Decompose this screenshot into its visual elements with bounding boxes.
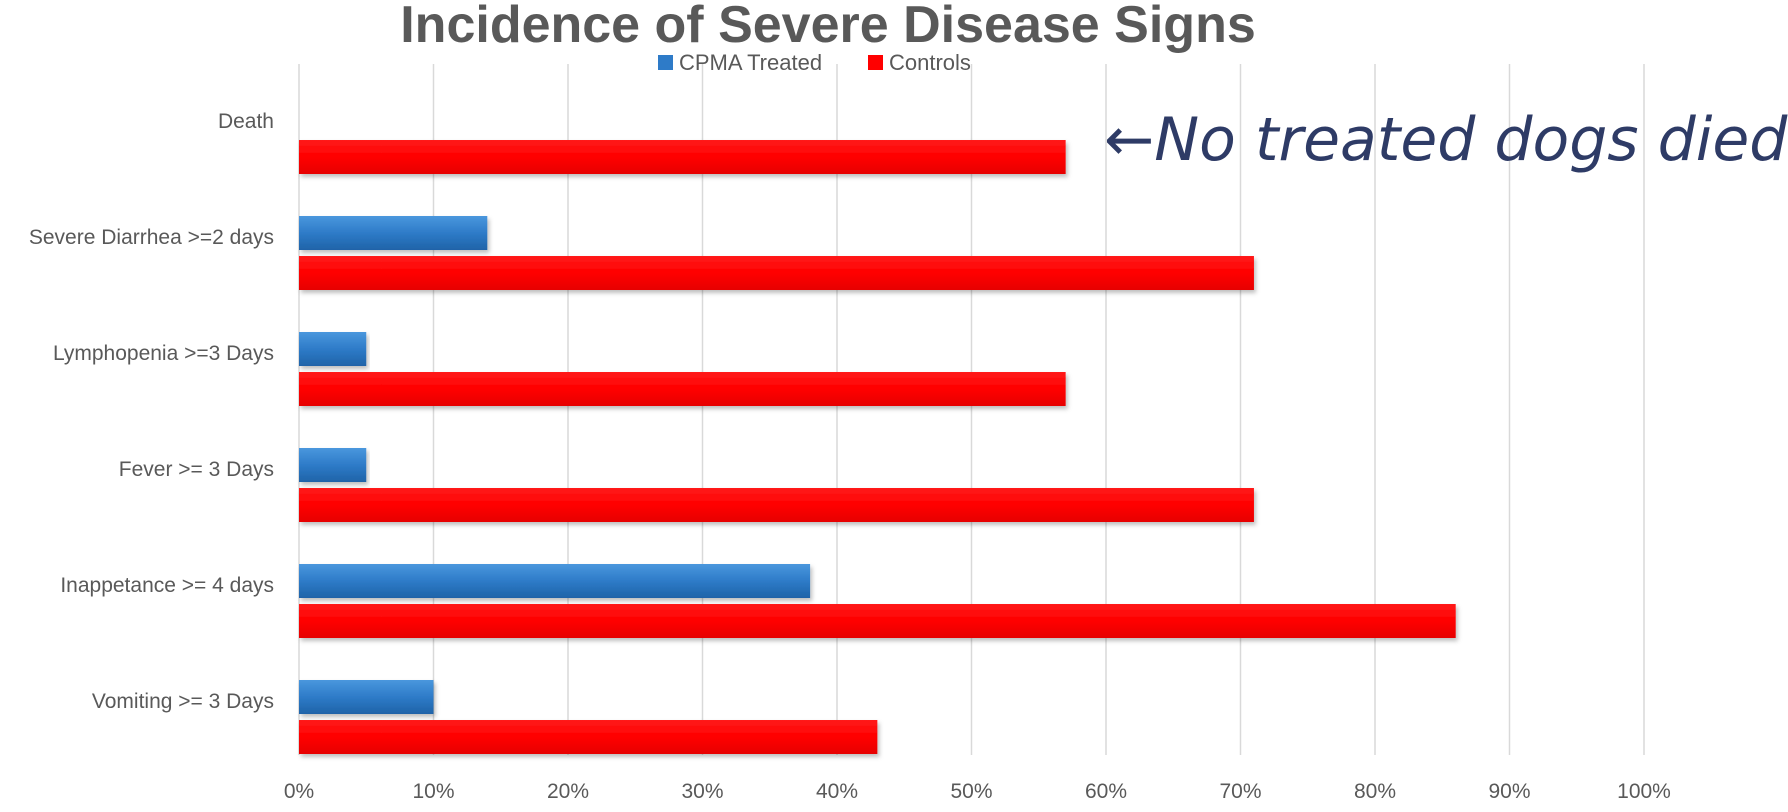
bar-controls-lymphopenia-3-days — [299, 372, 1066, 406]
x-tick-label-90: 90% — [1488, 780, 1530, 803]
category-label-lymphopenia-3-days: Lymphopenia >=3 Days — [53, 342, 274, 365]
x-tick-label-0: 0% — [284, 780, 314, 803]
x-tick-label-70: 70% — [1219, 780, 1261, 803]
x-tick-label-10: 10% — [412, 780, 454, 803]
x-tick-label-100: 100% — [1617, 780, 1671, 803]
legend: CPMA Treated Controls — [658, 50, 971, 75]
bar-controls-inappetance-4-days — [299, 604, 1456, 638]
bar-controls-severe-diarrhea-2-days — [299, 256, 1254, 290]
bars — [299, 140, 1456, 754]
category-label-fever-3-days: Fever >= 3 Days — [119, 458, 274, 481]
category-label-severe-diarrhea-2-days: Severe Diarrhea >=2 days — [29, 226, 274, 249]
legend-swatch-cpma-treated — [658, 55, 673, 70]
bar-cpma-treated-fever-3-days — [299, 448, 367, 482]
bar-cpma-treated-inappetance-4-days — [299, 564, 811, 598]
bar-cpma-treated-lymphopenia-3-days — [299, 332, 367, 366]
category-label-death: Death — [218, 110, 274, 133]
chart-title: Incidence of Severe Disease Signs — [400, 0, 1256, 54]
bar-controls-death — [299, 140, 1066, 174]
bar-controls-fever-3-days — [299, 488, 1254, 522]
legend-label-controls: Controls — [889, 50, 971, 75]
category-label-vomiting-3-days: Vomiting >= 3 Days — [92, 690, 274, 713]
x-tick-label-50: 50% — [950, 780, 992, 803]
x-tick-label-40: 40% — [816, 780, 858, 803]
legend-label-cpma-treated: CPMA Treated — [679, 50, 822, 75]
x-tick-label-80: 80% — [1354, 780, 1396, 803]
x-tick-label-60: 60% — [1085, 780, 1127, 803]
x-tick-label-20: 20% — [547, 780, 589, 803]
annotation-no-treated-dogs-died: ←No treated dogs died! — [1104, 105, 1788, 175]
bar-controls-vomiting-3-days — [299, 720, 878, 754]
x-axis-ticks: 0% 10% 20% 30% 40% 50% 60% 70% 80% 90% 100% — [284, 780, 1671, 803]
bar-cpma-treated-severe-diarrhea-2-days — [299, 216, 488, 250]
gridlines — [298, 64, 1645, 755]
bar-cpma-treated-vomiting-3-days — [299, 680, 434, 714]
legend-swatch-controls — [868, 55, 883, 70]
category-label-inappetance-4-days: Inappetance >= 4 days — [60, 574, 274, 597]
category-labels: Death Severe Diarrhea >=2 days Lymphopenia… — [29, 110, 274, 713]
x-tick-label-30: 30% — [681, 780, 723, 803]
